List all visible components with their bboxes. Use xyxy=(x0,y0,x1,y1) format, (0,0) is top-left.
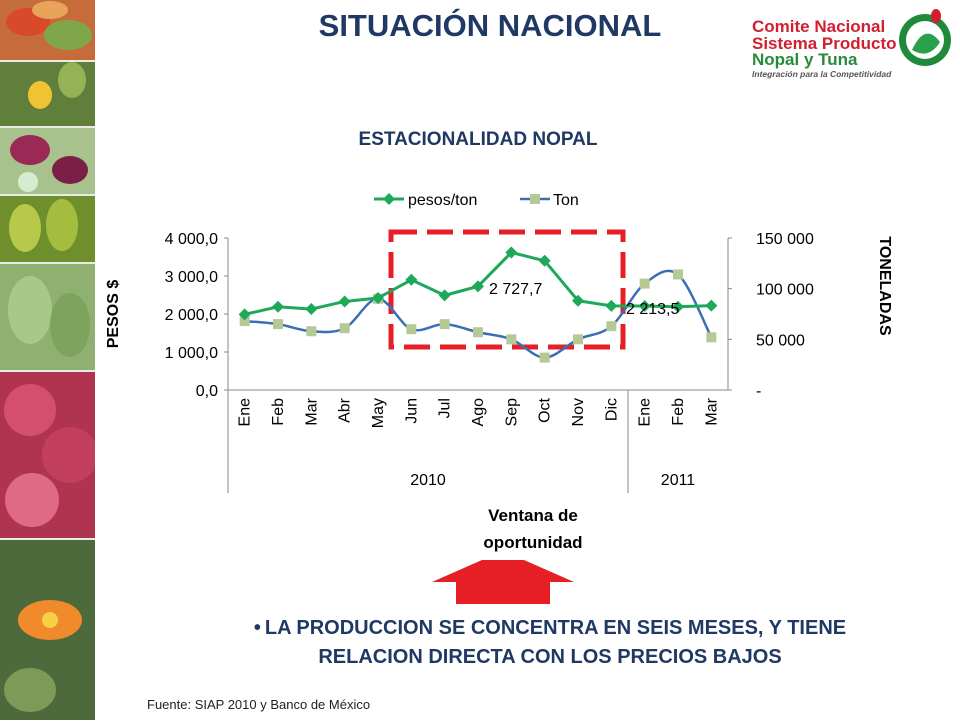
ton-point xyxy=(706,332,717,343)
seasonality-chart: 0,0 1 000,0 2 000,0 3 000,0 4 000,0 - 50 000 10… xyxy=(105,192,893,552)
y-axis-title: PESOS $ xyxy=(105,280,122,349)
pesos-point xyxy=(572,294,584,307)
pesos-point xyxy=(372,292,384,305)
pesos-point xyxy=(705,299,718,312)
legend-ton-marker xyxy=(530,194,540,204)
y-tick-label: 1 000,0 xyxy=(165,345,218,362)
x-tick-label: Feb xyxy=(670,398,687,426)
logo-line3: Nopal y Tuna xyxy=(752,50,858,69)
x-tick-label: Oct xyxy=(537,397,554,422)
chart-title: ESTACIONALIDAD NOPAL xyxy=(358,129,598,150)
y2-tick-label: 50 000 xyxy=(756,332,805,349)
pesos-point xyxy=(472,280,484,293)
y2-tick-label: 150 000 xyxy=(756,231,814,248)
x-tick-label: Mar xyxy=(303,397,320,425)
pesos-point xyxy=(505,246,518,259)
year-group-label: 2010 xyxy=(410,472,446,489)
ton-point xyxy=(573,334,583,345)
ton-point xyxy=(539,352,550,363)
ton-point xyxy=(506,334,517,345)
x-tick-label: May xyxy=(370,398,387,428)
y-tick-label: 4 000,0 xyxy=(165,231,218,248)
ton-point xyxy=(439,319,450,330)
logo-tagline: Integración para la Competitividad xyxy=(752,69,892,79)
ton-point xyxy=(306,326,317,337)
pesos-point xyxy=(672,300,684,313)
bullet-dot-icon: • xyxy=(253,617,261,639)
x-tick-label: Ago xyxy=(470,398,487,427)
x-tick-label: Sep xyxy=(503,398,520,427)
source-note: Fuente: SIAP 2010 y Banco de México xyxy=(147,697,371,712)
y-tick-label: 2 000,0 xyxy=(165,307,218,324)
x-tick-label: Jul xyxy=(437,398,454,418)
pesos-point xyxy=(272,300,284,313)
ton-point xyxy=(673,269,683,280)
x-axis-title-line1: Ventana de xyxy=(488,506,578,525)
ton-point xyxy=(239,316,250,327)
ton-point xyxy=(339,323,350,334)
pesos-point xyxy=(305,303,318,316)
y2-tick-label: 100 000 xyxy=(756,282,814,299)
legend-pesos-marker xyxy=(383,193,395,205)
x-tick-label: Mar xyxy=(703,397,720,425)
data-label-dic: 2 213,5 xyxy=(626,301,679,318)
x-tick-label: Abr xyxy=(337,397,354,423)
year-group-label: 2011 xyxy=(661,472,696,489)
ton-point xyxy=(473,327,483,338)
pesos-point xyxy=(405,273,418,286)
y-tick-label: 3 000,0 xyxy=(165,269,218,286)
ton-point xyxy=(273,319,283,330)
logo-line1: Comite Nacional xyxy=(752,17,885,36)
ton-point xyxy=(406,324,417,335)
x-tick-label: Feb xyxy=(270,398,287,426)
pesos-point xyxy=(605,299,618,312)
ton-point xyxy=(639,278,650,289)
x-tick-label: Nov xyxy=(570,398,587,426)
y2-tick-label: - xyxy=(756,383,761,400)
ton-point xyxy=(606,321,617,332)
x-axis-title-line2: oportunidad xyxy=(483,533,582,552)
slide-title: SITUACIÓN NACIONAL xyxy=(318,8,662,43)
cactus-emblem-icon xyxy=(899,9,951,66)
x-tick-label: Dic xyxy=(603,398,620,421)
y2-axis-title: TONELADAS xyxy=(876,236,893,336)
up-arrow-icon xyxy=(432,560,574,604)
x-tick-label: Ene xyxy=(237,398,254,427)
comite-logo: Comite Nacional Sistema Producto Nopal y… xyxy=(740,2,955,84)
y-tick-label: 0,0 xyxy=(196,383,218,400)
x-tick-label: Ene xyxy=(637,398,654,427)
pesos-point xyxy=(338,295,351,308)
conclusion-text: LA PRODUCCION SE CONCENTRA EN SEIS MESES… xyxy=(264,617,847,668)
conclusion-bullet: • LA PRODUCCION SE CONCENTRA EN SEIS MESE… xyxy=(200,614,900,672)
pesos-point xyxy=(238,308,251,321)
legend-ton-label: Ton xyxy=(553,192,579,209)
logo-line2: Sistema Producto xyxy=(752,34,897,53)
data-label-ago: 2 727,7 xyxy=(489,281,542,298)
pesos-point xyxy=(638,300,651,313)
x-tick-label: Jun xyxy=(403,398,420,424)
pesos-point xyxy=(538,254,551,267)
cactus-photo-strip xyxy=(0,0,98,720)
legend-pesos-label: pesos/ton xyxy=(408,192,477,209)
pesos-point xyxy=(438,289,451,302)
